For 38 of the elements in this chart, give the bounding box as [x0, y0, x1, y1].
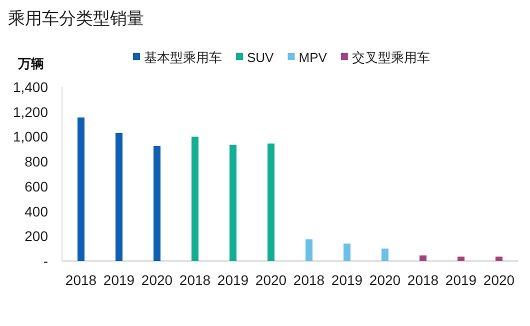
- x-tick-label: 2019: [331, 272, 363, 288]
- bar: [458, 256, 464, 261]
- x-tick-label: 2020: [369, 272, 401, 288]
- legend-label: MPV: [298, 50, 328, 65]
- legend-label: 交叉型乘用车: [352, 50, 430, 65]
- bar: [306, 239, 312, 261]
- y-tick-label: -: [43, 253, 48, 269]
- x-tick-label: 2018: [407, 272, 439, 288]
- y-tick-label: 1,200: [12, 104, 48, 120]
- x-tick-label: 2020: [141, 272, 173, 288]
- bar: [496, 256, 502, 261]
- bar: [230, 144, 236, 261]
- y-tick-label: 200: [24, 228, 48, 244]
- x-tick-label: 2020: [255, 272, 287, 288]
- bar: [382, 248, 388, 261]
- bar: [344, 244, 350, 261]
- bar: [78, 117, 84, 261]
- bar: [116, 132, 122, 261]
- x-tick-label: 2019: [217, 272, 249, 288]
- x-tick-label: 2018: [179, 272, 211, 288]
- legend-label: SUV: [247, 50, 274, 65]
- x-tick-label: 2018: [293, 272, 325, 288]
- bar: [420, 255, 426, 261]
- y-tick-label: 1,000: [12, 128, 48, 145]
- x-tick-label: 2019: [445, 272, 477, 288]
- x-tick-label: 2019: [103, 272, 135, 288]
- ylabel: 万辆: [18, 56, 44, 71]
- bar: [192, 136, 198, 261]
- y-tick-label: 600: [24, 178, 48, 194]
- legend-label: 基本型乘用车: [144, 50, 222, 65]
- y-tick-label: 400: [24, 203, 48, 220]
- x-tick-label: 2020: [483, 272, 515, 288]
- y-tick-label: 1,400: [12, 79, 48, 95]
- bar: [268, 144, 274, 261]
- title: 乘用车分类型销量: [8, 9, 144, 28]
- x-tick-label: 2018: [65, 272, 97, 288]
- y-tick-label: 800: [24, 154, 48, 170]
- bar: [154, 146, 160, 261]
